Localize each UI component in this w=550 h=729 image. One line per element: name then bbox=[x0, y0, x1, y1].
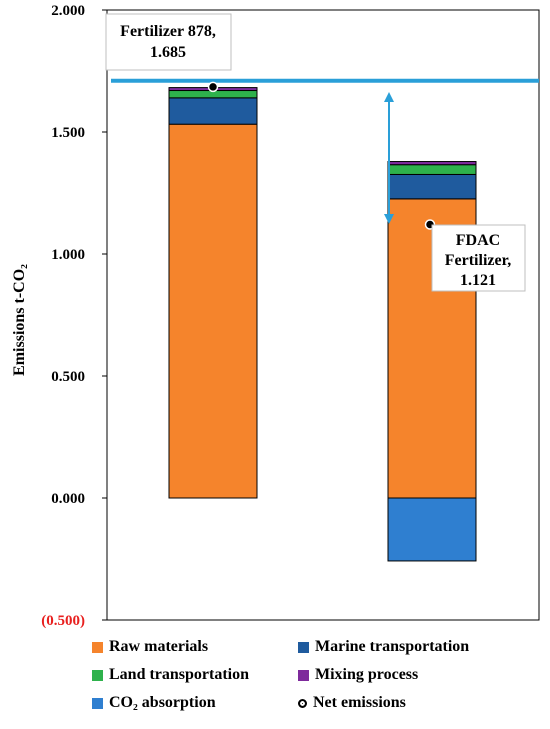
bar-segment-1-4 bbox=[387, 497, 477, 562]
net-emissions-point-0 bbox=[207, 81, 219, 93]
legend-item-2: Land transportation bbox=[92, 666, 249, 684]
callout-box-1 bbox=[431, 224, 526, 292]
legend-item-0: Raw materials bbox=[92, 638, 208, 656]
legend-item-4: CO₂ absorption bbox=[92, 694, 216, 712]
y-tick-label-3: 0.500 bbox=[51, 369, 85, 385]
y-tick-label-5: (0.500) bbox=[41, 613, 85, 629]
legend-marker-2 bbox=[92, 669, 103, 681]
callout-1: FDAC Fertilizer, 1.121 bbox=[431, 224, 526, 292]
y-axis-label: Emissions t-CO₂ bbox=[11, 264, 28, 376]
bars-layer bbox=[168, 87, 477, 562]
callout-1-line-2: 1.121 bbox=[460, 272, 496, 289]
difference-arrow-head-up bbox=[384, 92, 394, 102]
callout-1-line-1: Fertilizer, bbox=[445, 252, 511, 269]
legend-label-5: Net emissions bbox=[313, 694, 406, 711]
legend-marker-4 bbox=[92, 697, 103, 709]
y-tick-label-4: 0.000 bbox=[51, 491, 85, 507]
callout-0: Fertilizer 878, 1.685 bbox=[105, 13, 232, 71]
legend-item-1: Marine transportation bbox=[298, 638, 469, 656]
legend-label-4: CO₂ absorption bbox=[109, 694, 216, 711]
axis-layer: 2.000 1.500 1.000 0.500 0.000 (0.500) bbox=[41, 3, 540, 629]
legend-label-0: Raw materials bbox=[109, 638, 209, 655]
callout-box-0 bbox=[105, 13, 232, 71]
legend-label-3: Mixing process bbox=[315, 666, 419, 683]
legend-label-2: Land transportation bbox=[109, 666, 250, 683]
bar-segment-0-1 bbox=[168, 97, 258, 125]
bar-segment-1-2 bbox=[387, 164, 477, 175]
y-tick-label-0: 2.000 bbox=[51, 3, 85, 19]
plot-area-border bbox=[106, 9, 540, 621]
bar-segment-1-3 bbox=[387, 161, 477, 166]
callout-0-line-0: Fertilizer 878, bbox=[120, 23, 216, 40]
legend-marker-3 bbox=[298, 669, 309, 681]
callout-layer: Fertilizer 878, 1.685 FDAC Fertilizer, 1.121 bbox=[105, 13, 526, 292]
y-tick-label-1: 1.500 bbox=[51, 125, 85, 141]
reference-layer bbox=[111, 78, 539, 224]
y-tick-label-2: 1.000 bbox=[51, 247, 85, 263]
bar-segment-1-1 bbox=[387, 173, 477, 200]
legend-item-5: Net emissions bbox=[298, 694, 406, 712]
legend-marker-5 bbox=[298, 698, 307, 708]
legend-item-3: Mixing process bbox=[298, 666, 418, 684]
callout-1-line-0: FDAC bbox=[456, 232, 500, 249]
bar-segment-0-0 bbox=[168, 123, 258, 499]
legend-marker-1 bbox=[298, 641, 309, 653]
callout-0-line-1: 1.685 bbox=[150, 44, 186, 61]
difference-arrow-head-down bbox=[384, 214, 394, 224]
legend-label-1: Marine transportation bbox=[315, 638, 470, 655]
legend-marker-0 bbox=[92, 641, 103, 653]
